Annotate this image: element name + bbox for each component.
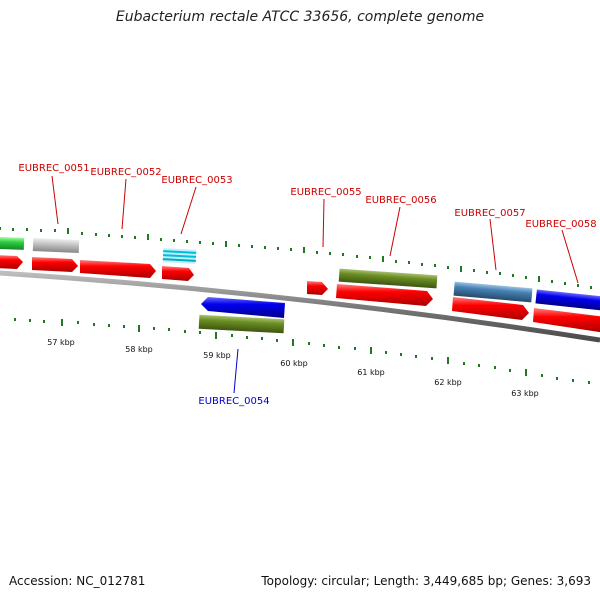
lower-tick-track xyxy=(14,318,590,384)
upper-tick-track xyxy=(0,227,592,289)
gene-label-eubrec-0055[interactable]: EUBREC_0055 xyxy=(290,187,361,198)
gene-label-leaders xyxy=(51,175,579,394)
cds-track-forward xyxy=(0,255,600,333)
grey-feature[interactable] xyxy=(32,238,80,253)
steelblue-feature-0057[interactable] xyxy=(453,281,533,303)
scale-label-63kbp: 63 kbp xyxy=(511,389,539,398)
olive-feature-0056[interactable] xyxy=(338,268,438,289)
olive-feature-0054[interactable] xyxy=(198,314,285,334)
scale-label-59kbp: 59 kbp xyxy=(203,351,231,360)
cds-arrow-0051[interactable] xyxy=(32,257,78,272)
gene-label-eubrec-0052[interactable]: EUBREC_0052 xyxy=(90,167,161,178)
gene-label-eubrec-0051[interactable]: EUBREC_0051 xyxy=(18,163,89,174)
cds-arrow-0058[interactable] xyxy=(533,308,600,333)
cds-arrow-0053[interactable] xyxy=(162,266,194,281)
cds-arrow-0057[interactable] xyxy=(452,297,529,320)
genome-title: Eubacterium rectale ATCC 33656, complete… xyxy=(115,9,485,25)
blue-feature-0058[interactable] xyxy=(535,289,600,311)
cds-arrow-0056[interactable] xyxy=(336,284,433,306)
cyan-rna-feature[interactable] xyxy=(162,248,197,264)
gene-label-eubrec-0058[interactable]: EUBREC_0058 xyxy=(525,219,596,230)
scale-label-62kbp: 62 kbp xyxy=(434,378,462,387)
accession-label: Accession: NC_012781 xyxy=(9,574,146,588)
scale-label-61kbp: 61 kbp xyxy=(357,368,385,377)
feature-track-outer xyxy=(0,236,600,311)
gene-label-eubrec-0054[interactable]: EUBREC_0054 xyxy=(198,396,269,407)
cds-arrow-0055[interactable] xyxy=(307,281,328,295)
gene-label-eubrec-0053[interactable]: EUBREC_0053 xyxy=(161,175,232,186)
green-feature[interactable] xyxy=(0,236,25,250)
cds-arrow-0052[interactable] xyxy=(80,260,156,278)
topology-label: Topology: circular; Length: 3,449,685 bp… xyxy=(261,574,591,588)
scale-label-57kbp: 57 kbp xyxy=(47,338,75,347)
genome-backbone xyxy=(0,270,600,343)
reverse-arrow-0054[interactable] xyxy=(201,297,285,318)
scale-label-58kbp: 58 kbp xyxy=(125,345,153,354)
gene-label-eubrec-0056[interactable]: EUBREC_0056 xyxy=(365,195,436,206)
feature-track-reverse xyxy=(198,297,285,334)
cds-arrow-left-edge[interactable] xyxy=(0,255,23,269)
gene-label-eubrec-0057[interactable]: EUBREC_0057 xyxy=(454,208,525,219)
scale-label-60kbp: 60 kbp xyxy=(280,359,308,368)
